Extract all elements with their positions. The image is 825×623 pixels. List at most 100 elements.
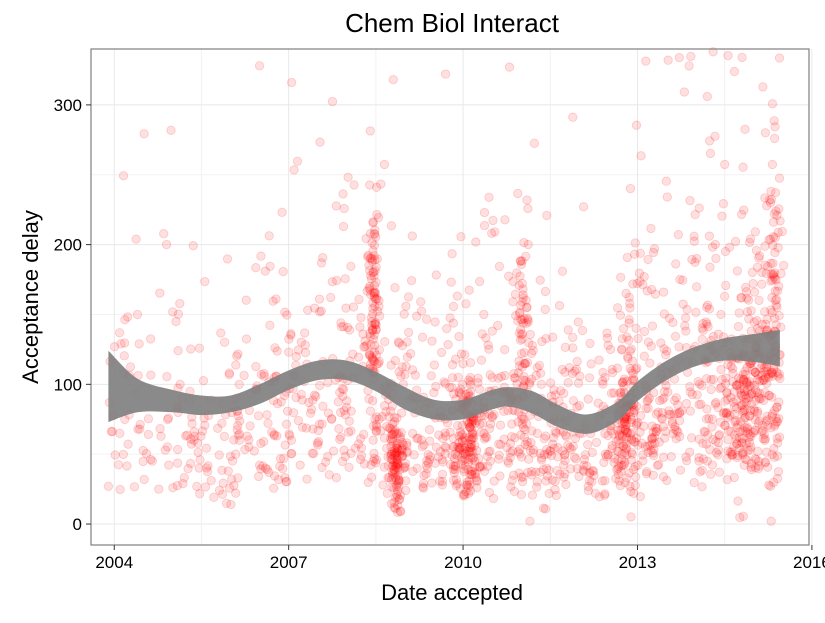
- data-point: [612, 363, 623, 373]
- data-point: [606, 388, 617, 398]
- data-point: [620, 424, 630, 434]
- data-point: [365, 285, 375, 295]
- data-point: [600, 449, 611, 459]
- data-point: [385, 423, 395, 434]
- data-point: [390, 283, 400, 293]
- data-point: [637, 438, 647, 448]
- data-point: [523, 467, 533, 478]
- data-point: [419, 470, 429, 480]
- data-point: [720, 396, 730, 406]
- data-point: [643, 254, 653, 265]
- data-point: [742, 379, 752, 389]
- data-point: [673, 400, 683, 410]
- data-point: [402, 438, 412, 448]
- data-point: [293, 345, 303, 355]
- data-point: [617, 378, 628, 388]
- data-point: [531, 467, 541, 477]
- data-point: [118, 171, 129, 181]
- data-point: [741, 393, 751, 404]
- data-point: [758, 425, 768, 435]
- data-point: [731, 380, 741, 390]
- data-point: [447, 360, 458, 370]
- data-point: [768, 232, 779, 242]
- data-point: [265, 261, 275, 271]
- data-point: [284, 429, 294, 439]
- x-tick-label: 2007: [270, 553, 308, 572]
- data-point: [114, 328, 125, 338]
- data-point: [406, 275, 417, 286]
- data-point: [313, 440, 323, 450]
- data-point: [624, 318, 634, 328]
- data-point: [559, 460, 569, 470]
- data-point: [600, 489, 610, 499]
- data-point: [704, 304, 715, 314]
- data-point: [685, 387, 696, 397]
- data-point: [661, 426, 671, 437]
- data-point: [773, 243, 783, 253]
- data-point: [276, 397, 286, 407]
- data-point: [699, 426, 709, 437]
- data-point: [543, 449, 553, 459]
- data-point: [379, 401, 390, 411]
- data-point: [389, 448, 400, 458]
- data-point: [256, 251, 266, 261]
- data-point: [302, 474, 312, 484]
- data-point: [256, 369, 266, 380]
- data-point: [701, 414, 712, 424]
- data-point: [727, 363, 738, 374]
- data-point: [691, 307, 701, 317]
- data-point: [224, 369, 234, 380]
- data-point: [517, 419, 528, 429]
- data-point: [356, 451, 367, 461]
- x-axis-label: Date accepted: [381, 580, 523, 605]
- data-point: [541, 476, 551, 486]
- data-point: [466, 439, 476, 449]
- data-point: [750, 380, 760, 390]
- data-point: [597, 376, 608, 386]
- data-point: [465, 358, 476, 368]
- data-point: [759, 374, 769, 385]
- data-point: [368, 435, 378, 445]
- data-point: [457, 436, 468, 446]
- data-point: [767, 392, 777, 402]
- data-point: [425, 451, 435, 461]
- data-point: [364, 348, 375, 359]
- data-point: [716, 382, 726, 393]
- data-point: [769, 452, 779, 462]
- data-point: [559, 472, 569, 482]
- data-point: [453, 421, 463, 431]
- data-point: [714, 467, 725, 477]
- data-point: [363, 252, 373, 262]
- data-point: [515, 256, 525, 266]
- data-point: [272, 346, 282, 356]
- data-point: [768, 371, 778, 381]
- data-point: [186, 434, 196, 444]
- data-point: [379, 462, 389, 472]
- data-point: [687, 254, 697, 265]
- data-point: [743, 445, 753, 456]
- data-point: [707, 422, 717, 432]
- data-point: [639, 272, 649, 282]
- data-point: [448, 318, 459, 328]
- data-point: [135, 424, 145, 434]
- data-point: [754, 376, 765, 386]
- data-point: [262, 464, 272, 475]
- data-point: [587, 447, 597, 458]
- data-point: [503, 458, 514, 468]
- data-point: [223, 466, 233, 476]
- data-point: [387, 449, 397, 460]
- data-point: [336, 322, 347, 332]
- data-point: [496, 439, 506, 450]
- data-point: [277, 207, 287, 217]
- data-point: [719, 407, 729, 418]
- data-point: [738, 391, 748, 401]
- data-point: [626, 512, 636, 522]
- data-point: [369, 448, 379, 459]
- data-point: [684, 61, 694, 71]
- data-point: [453, 372, 463, 382]
- data-point: [476, 355, 487, 365]
- data-point: [459, 491, 469, 501]
- data-point: [623, 352, 633, 362]
- data-point: [753, 464, 764, 474]
- data-point: [711, 448, 722, 458]
